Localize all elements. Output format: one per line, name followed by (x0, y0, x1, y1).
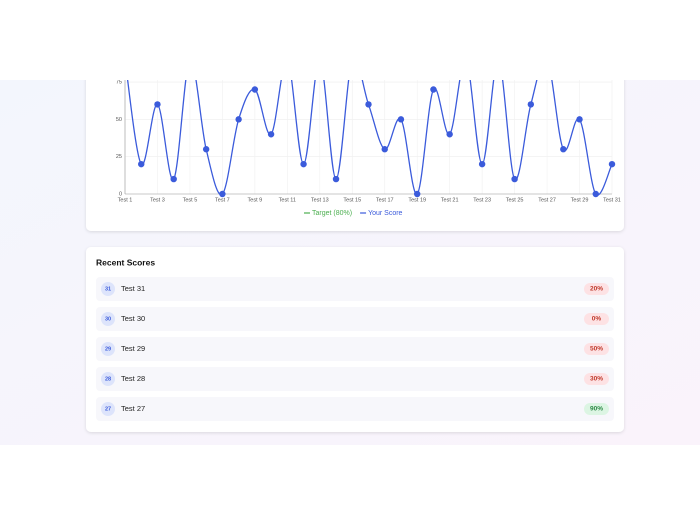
legend-label: Your Score (368, 210, 402, 217)
data-point (527, 101, 535, 108)
y-tick-label: 0 (119, 191, 122, 197)
score: 20% (590, 286, 603, 293)
test-name: Test 28 (121, 374, 145, 383)
x-tick-label: Test 13 (311, 197, 329, 203)
x-tick-label: Test 31 (603, 197, 621, 203)
data-point (608, 160, 616, 168)
score: 0% (592, 316, 602, 323)
data-point (478, 160, 486, 168)
series-line (124, 56, 613, 196)
data-point (576, 116, 583, 123)
score-pill (584, 313, 609, 325)
x-tick-label: Test 1 (118, 197, 133, 203)
x-tick-label: Test 15 (343, 197, 361, 203)
data-point (154, 101, 161, 108)
score-row (96, 277, 614, 301)
test-name: Test 27 (121, 404, 145, 413)
x-tick-label: Test 21 (441, 197, 459, 203)
x-tick-label: Test 29 (571, 197, 589, 203)
data-point (592, 190, 599, 198)
section-title: Recent Scores (96, 257, 155, 267)
data-point (138, 160, 145, 168)
badge (101, 372, 115, 386)
data-point (219, 190, 226, 198)
chart-card (86, 30, 624, 231)
badge (101, 312, 115, 326)
x-tick-label: Test 7 (215, 197, 230, 203)
score-pill (584, 403, 609, 415)
y-tick-label: 50 (116, 117, 122, 123)
x-tick-label: Test 25 (506, 197, 524, 203)
data-point (251, 86, 259, 93)
x-tick-label: Test 3 (150, 197, 165, 203)
badge-number: 30 (105, 316, 111, 322)
data-point (365, 101, 372, 108)
y-tick-label: 75 (116, 79, 122, 85)
score-pill (584, 283, 609, 295)
score-row (96, 397, 614, 421)
top-band (0, 0, 700, 80)
score-row (96, 337, 614, 361)
score-pill (584, 373, 609, 385)
score-pill (584, 343, 609, 355)
legend-label: Target (80%) (312, 210, 352, 217)
badge-number: 31 (105, 286, 111, 292)
badge (101, 402, 115, 416)
data-point (381, 146, 388, 153)
x-tick-label: Test 9 (248, 197, 263, 203)
badge-number: 27 (105, 406, 111, 412)
data-point (300, 160, 307, 168)
score-row (96, 307, 614, 331)
data-point (414, 190, 421, 198)
badge (101, 342, 115, 356)
badge (101, 282, 115, 296)
score: 30% (590, 376, 603, 383)
data-point (267, 131, 275, 138)
badge-number: 29 (105, 346, 111, 352)
test-name: Test 31 (121, 284, 145, 293)
x-tick-label: Test 5 (183, 197, 198, 203)
score-list: 31 Test 31 20% 30 Test 30 0% 29 Test 29 50% 28 Tes… (96, 277, 614, 421)
data-point (235, 116, 242, 123)
x-tick-label: Test 17 (376, 197, 394, 203)
data-point (170, 175, 177, 183)
test-name: Test 30 (121, 314, 145, 323)
data-point (511, 175, 518, 183)
y-tick-label: 25 (116, 154, 122, 160)
data-point (332, 175, 340, 183)
score: 50% (590, 346, 603, 353)
data-point (446, 131, 453, 138)
data-point (202, 146, 210, 153)
badge-number: 28 (105, 376, 111, 382)
data-point (430, 86, 437, 93)
x-tick-label: Test 23 (473, 197, 491, 203)
x-tick-label: Test 19 (408, 197, 426, 203)
test-name: Test 29 (121, 344, 145, 353)
x-tick-label: Test 11 (279, 197, 296, 203)
score-row (96, 367, 614, 391)
data-point (560, 146, 567, 153)
score: 90% (590, 406, 603, 413)
data-point (397, 116, 405, 123)
x-tick-label: Test 27 (538, 197, 556, 203)
